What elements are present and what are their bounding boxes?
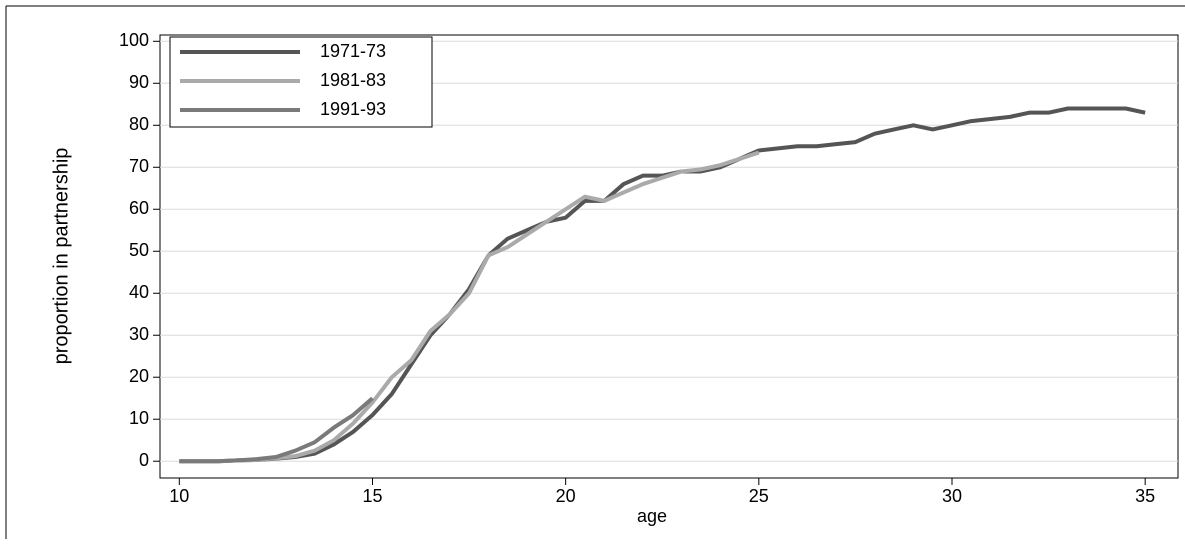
x-tick-label: 10 <box>169 486 189 506</box>
y-tick-label: 50 <box>129 240 149 260</box>
y-tick-label: 60 <box>129 198 149 218</box>
legend-label: 1991-93 <box>320 99 386 119</box>
x-tick-label: 20 <box>556 486 576 506</box>
y-tick-label: 70 <box>129 156 149 176</box>
y-tick-label: 100 <box>119 30 149 50</box>
x-tick-label: 15 <box>362 486 382 506</box>
x-tick-label: 35 <box>1135 486 1155 506</box>
y-tick-label: 40 <box>129 282 149 302</box>
x-tick-label: 30 <box>942 486 962 506</box>
y-tick-label: 80 <box>129 114 149 134</box>
x-axis-label: age <box>637 506 667 526</box>
y-tick-label: 20 <box>129 366 149 386</box>
y-tick-label: 90 <box>129 72 149 92</box>
legend-label: 1981-83 <box>320 70 386 90</box>
y-tick-label: 0 <box>139 450 149 470</box>
y-tick-label: 30 <box>129 324 149 344</box>
series-line <box>179 396 374 464</box>
legend-label: 1971-73 <box>320 41 386 61</box>
y-tick-label: 10 <box>129 408 149 428</box>
y-axis-label: proportion in partnership <box>50 148 72 365</box>
x-tick-label: 25 <box>749 486 769 506</box>
